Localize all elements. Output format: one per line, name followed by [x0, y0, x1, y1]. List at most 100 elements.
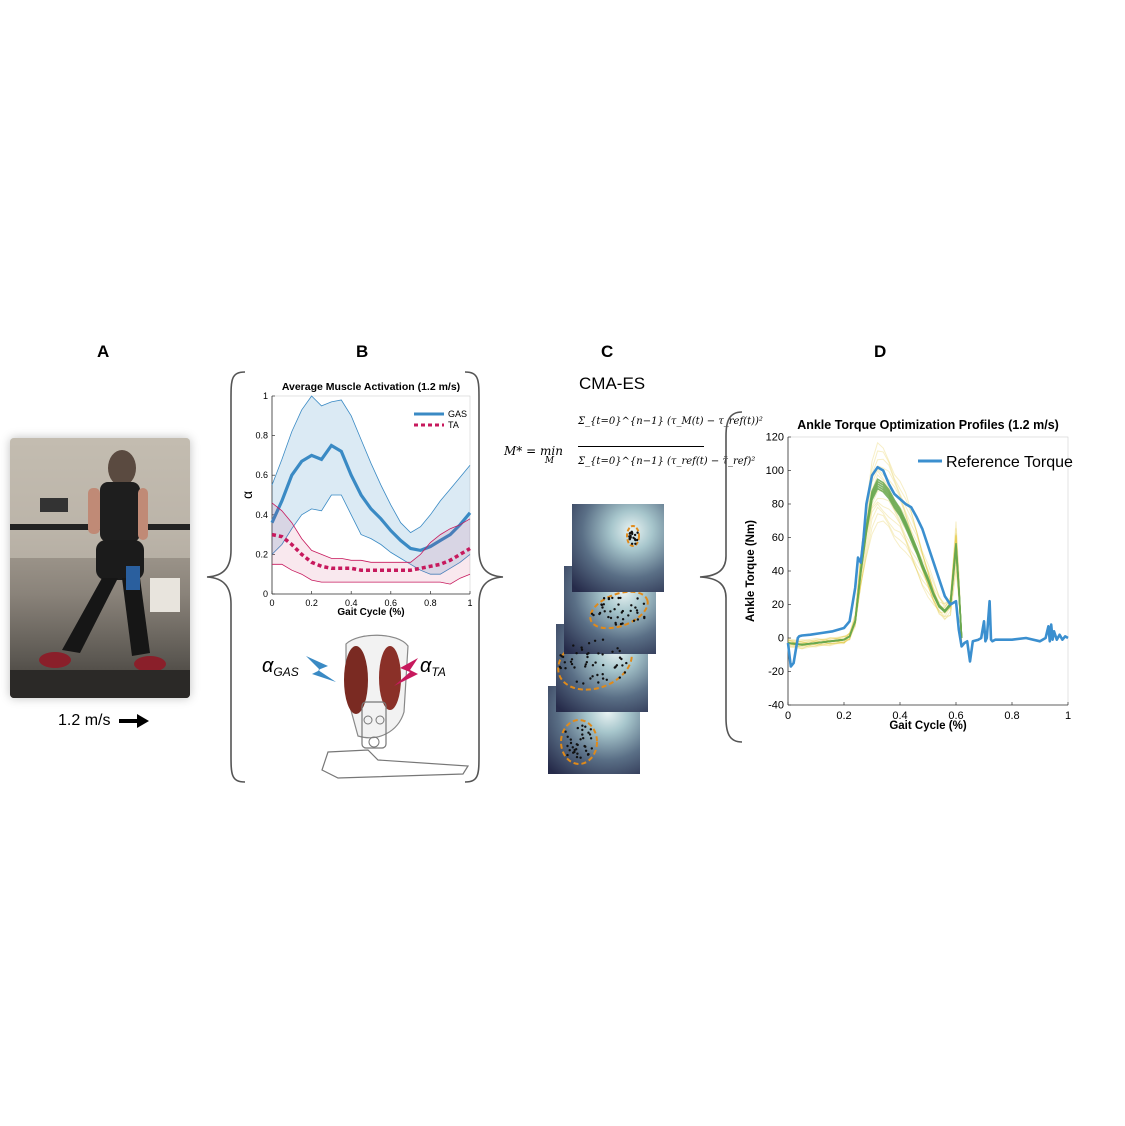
sample-point — [576, 726, 579, 730]
sample-point — [602, 663, 605, 667]
sample-point — [590, 612, 594, 615]
sample-point — [589, 677, 592, 680]
sample-point — [590, 747, 593, 750]
sample-point — [566, 753, 569, 757]
sample-point — [632, 536, 635, 539]
sample-point — [601, 673, 604, 676]
sample-point — [566, 735, 569, 738]
sample-point — [609, 616, 613, 620]
sample-point — [614, 623, 618, 626]
sample-point — [591, 675, 594, 678]
sample-point — [598, 611, 602, 615]
cma-es-iterations — [548, 504, 664, 774]
sample-point — [570, 658, 574, 661]
sample-point — [619, 596, 622, 600]
sample-point — [589, 737, 593, 740]
sample-point — [634, 606, 637, 609]
sample-point — [581, 733, 584, 736]
sample-point — [575, 652, 578, 655]
arrow-right-icon — [118, 713, 149, 728]
panel-label-a: A — [97, 342, 110, 361]
sample-point — [584, 663, 587, 666]
x-axis-label: Gait Cycle (%) — [337, 607, 404, 618]
y-tick-label: 100 — [766, 465, 784, 477]
sample-point — [628, 532, 631, 535]
y-tick-label: 20 — [772, 599, 784, 611]
y-tick-label: 0.6 — [255, 470, 268, 480]
x-tick-label: 0.2 — [305, 598, 318, 608]
sample-point — [587, 652, 590, 655]
sample-point — [621, 609, 624, 613]
series-upper-ta — [271, 502, 471, 563]
optimization-profile — [787, 513, 963, 645]
optimization-profile — [787, 520, 963, 645]
sample-point — [602, 597, 606, 600]
optimization-profile — [787, 506, 963, 646]
sample-point — [635, 609, 639, 612]
x-tick-label: 0.4 — [892, 710, 907, 722]
sample-point — [636, 531, 639, 534]
sample-point — [601, 653, 604, 656]
lightning-ta-icon — [394, 658, 418, 686]
sample-point — [623, 671, 627, 674]
sample-point — [564, 667, 567, 670]
y-tick-label: 0.8 — [255, 431, 268, 441]
sample-point — [575, 680, 578, 683]
lightning-gas-icon — [306, 656, 336, 682]
series-upper-gas — [271, 395, 471, 534]
sample-point — [635, 538, 639, 542]
x-axis-label: Gait Cycle (%) — [889, 720, 966, 732]
sample-point — [570, 662, 574, 666]
sample-point — [569, 660, 573, 663]
sample-point — [575, 755, 579, 759]
sample-point — [617, 603, 620, 606]
sample-point — [563, 661, 566, 664]
sample-point — [643, 616, 646, 620]
optimization-profile — [787, 458, 963, 648]
series-band-ta — [272, 502, 470, 585]
treadmill-photo — [10, 438, 190, 698]
iteration-1 — [572, 504, 664, 592]
sample-point — [584, 745, 587, 748]
sample-point — [582, 682, 585, 685]
optimization-profile — [787, 501, 963, 649]
sample-point — [634, 538, 637, 542]
sample-point — [607, 615, 610, 619]
legend-label-reference-torque: Reference Torque — [946, 454, 1073, 471]
sample-point — [621, 622, 624, 625]
optimized-profile-core — [787, 480, 963, 646]
sample-point — [617, 596, 620, 600]
x-tick-label: 0.2 — [836, 710, 851, 722]
y-tick-label: 1 — [263, 391, 268, 401]
y-axis-label: α — [239, 491, 255, 499]
panel-label-c: C — [601, 342, 614, 361]
alpha-gas-label: αGAS — [262, 655, 299, 679]
sample-point — [633, 533, 637, 537]
sample-point — [611, 650, 614, 653]
sample-point — [584, 665, 587, 668]
sample-point — [616, 647, 619, 650]
sample-point — [625, 661, 628, 665]
sample-point — [571, 746, 574, 749]
optimization-profile — [787, 450, 963, 646]
equation-lhs: M* = minM — [504, 444, 563, 466]
ankle-torque-chart: Ankle Torque Optimization Profiles (1.2 … — [745, 418, 1073, 732]
sample-point — [580, 646, 583, 649]
x-tick-label: 0.6 — [948, 710, 963, 722]
y-tick-label: 0.2 — [255, 549, 268, 559]
sample-point — [575, 748, 578, 751]
optimized-profile-core — [787, 478, 963, 646]
sample-point — [611, 596, 614, 600]
sample-point — [636, 618, 640, 621]
series-lower-ta — [272, 563, 471, 585]
sample-point — [582, 737, 585, 740]
optimization-profile — [787, 481, 963, 645]
muscle-activation-chart: Average Muscle Activation (1.2 m/s) 0 0.2 0… — [239, 381, 473, 618]
sample-point — [587, 731, 590, 734]
walking-speed: 1.2 m/s — [58, 712, 149, 730]
sample-point — [586, 655, 589, 659]
y-tick-label: 0 — [778, 633, 784, 645]
sample-point — [601, 638, 605, 641]
sample-point — [632, 619, 636, 622]
panel-label-b: B — [356, 342, 369, 361]
